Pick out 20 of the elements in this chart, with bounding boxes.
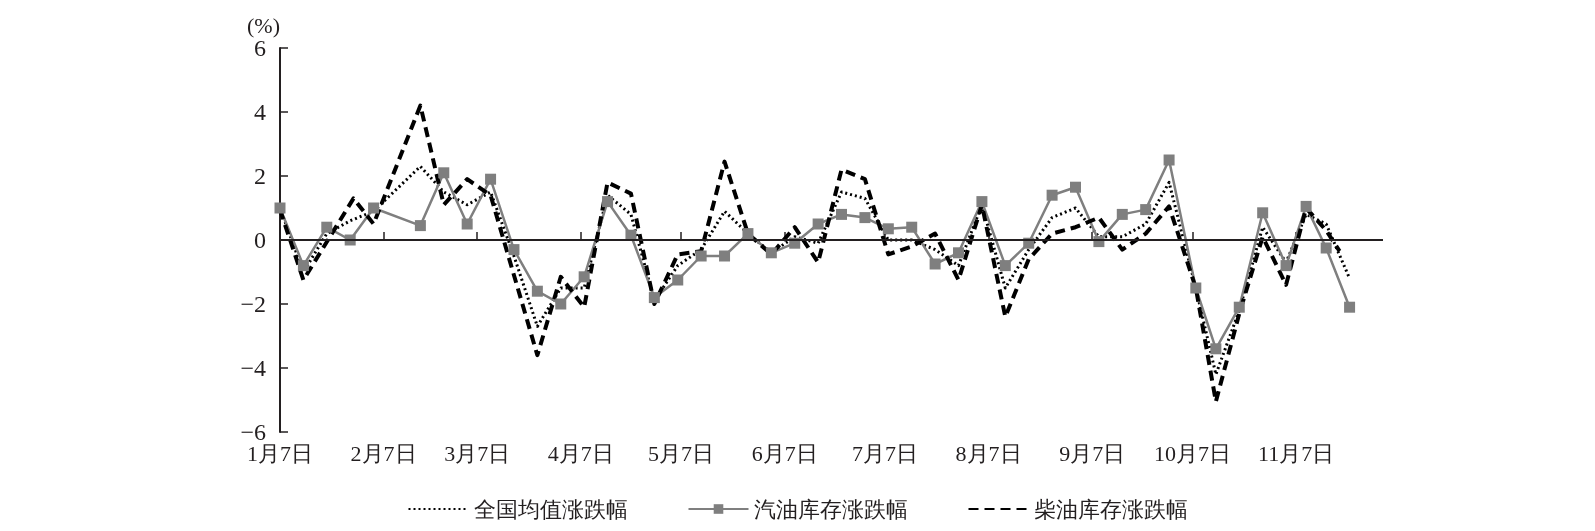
y-axis-title: (%) bbox=[247, 12, 280, 38]
y-tick-label: −2 bbox=[240, 291, 266, 317]
x-tick-label: 2月7日 bbox=[350, 440, 417, 466]
x-tick-label: 11月7日 bbox=[1258, 440, 1335, 466]
x-tick-label: 4月7日 bbox=[547, 440, 614, 466]
y-tick-label: 6 bbox=[254, 35, 266, 61]
x-tick-label: 5月7日 bbox=[648, 440, 715, 466]
x-tick-label: 10月7日 bbox=[1153, 440, 1231, 466]
x-tick-label: 6月7日 bbox=[751, 440, 818, 466]
y-tick-label: 2 bbox=[254, 163, 266, 189]
y-tick-label: 4 bbox=[254, 99, 266, 125]
legend-label: 柴油库存涨跌幅 bbox=[1033, 496, 1188, 522]
x-tick-label: 3月7日 bbox=[444, 440, 511, 466]
x-tick-label: 9月7日 bbox=[1059, 440, 1126, 466]
legend-label: 汽油库存涨跌幅 bbox=[753, 496, 908, 522]
x-tick-label: 8月7日 bbox=[955, 440, 1022, 466]
legend-label: 全国均值涨跌幅 bbox=[473, 496, 628, 522]
y-tick-label: 0 bbox=[254, 227, 266, 253]
x-tick-label: 7月7日 bbox=[851, 440, 918, 466]
y-tick-label: −4 bbox=[240, 355, 266, 381]
